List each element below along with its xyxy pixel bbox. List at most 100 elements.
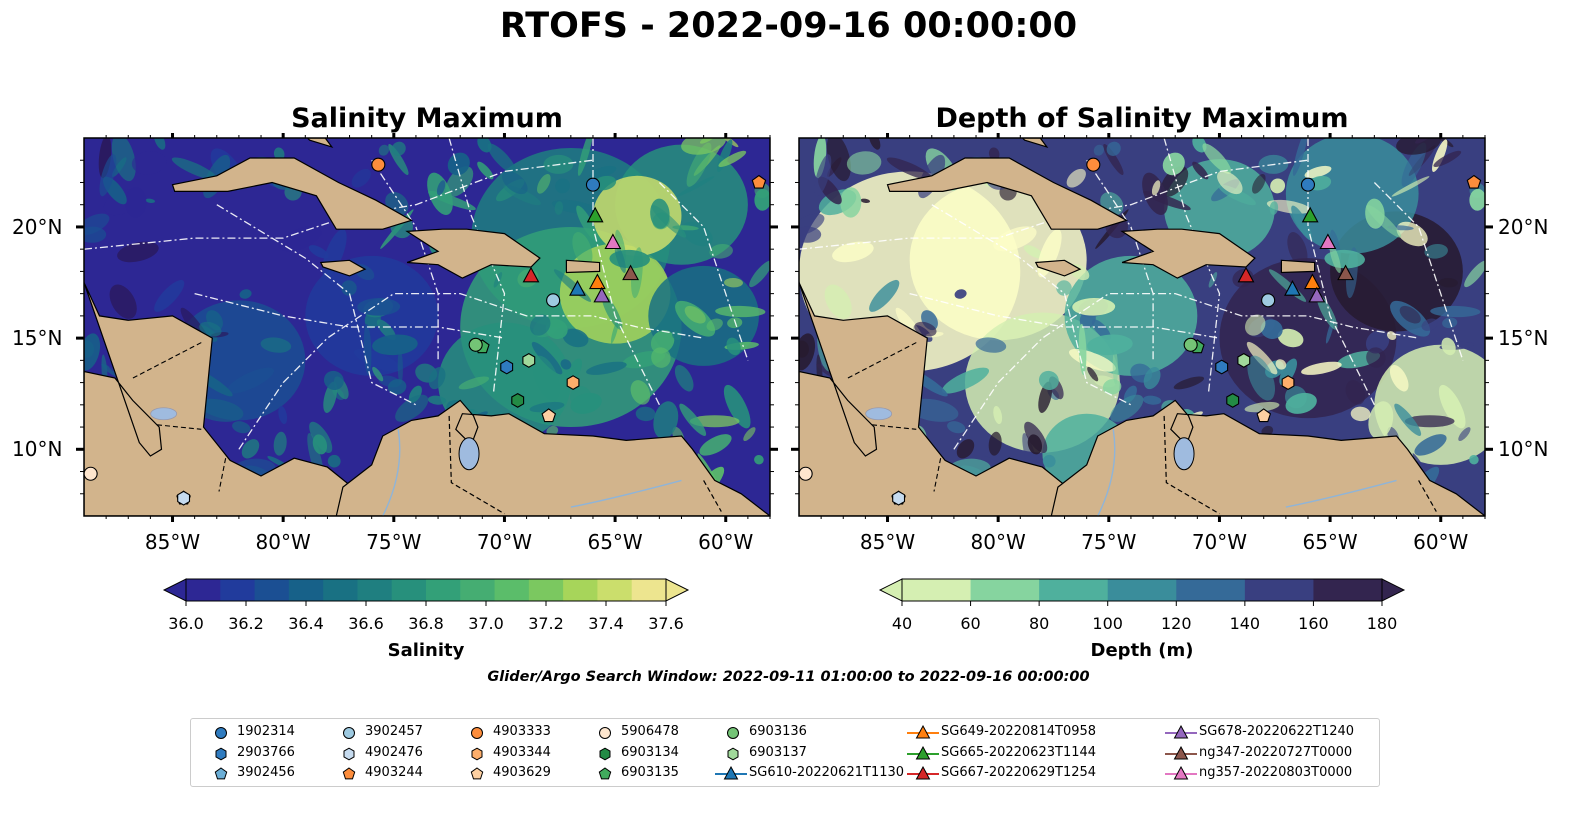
colorbar-bin <box>563 579 598 601</box>
pentagon-marker-icon <box>470 767 484 780</box>
lon-tick-label: 75°W <box>366 530 422 554</box>
colorbar-bin <box>1039 579 1109 601</box>
obs-marker-SG665-20220623T1144 <box>1301 206 1319 223</box>
depth-colorbar-label: Depth (m) <box>1090 640 1194 661</box>
legend-label: 3902456 <box>237 765 295 780</box>
legend-label: 4903344 <box>493 744 551 760</box>
hexagon-marker-icon <box>727 747 739 760</box>
lon-tick-label: 85°W <box>859 530 916 554</box>
colorbar-bin <box>391 579 427 601</box>
legend-label: 4903333 <box>493 724 551 739</box>
triangle-marker-icon <box>907 745 939 759</box>
obs-marker-6903137 <box>522 352 536 368</box>
colorbar-bin <box>220 579 256 601</box>
salinity-maximum-map <box>76 133 778 522</box>
colorbar-bin <box>1313 579 1383 601</box>
colorbar-bin <box>288 579 324 601</box>
legend-label: 1902314 <box>237 724 295 739</box>
hexagon-marker-icon <box>343 747 355 760</box>
colorbar-bin <box>323 579 358 601</box>
legend-label: 6903137 <box>749 744 807 760</box>
lat-tick-label-right: 20°N <box>1498 214 1549 239</box>
lon-tick-label: 70°W <box>476 530 533 554</box>
legend-label: 4903244 <box>365 765 423 780</box>
obs-marker-SG610-20220621T1130 <box>569 280 586 296</box>
obs-marker-4903244 <box>751 174 767 189</box>
colorbar-tick-label: 36.2 <box>228 614 264 633</box>
colorbar-bin <box>1176 579 1246 601</box>
obs-marker-6903134 <box>1226 392 1240 408</box>
obs-marker-SG665-20220623T1144 <box>586 206 604 223</box>
colorbar-bin <box>597 579 633 601</box>
legend-label: 6903134 <box>621 744 679 760</box>
colorbar-tick-label: 40 <box>891 614 913 633</box>
colorbar-bin <box>357 579 393 601</box>
obs-marker-4903333 <box>1086 157 1101 172</box>
colorbar-bin <box>494 579 530 601</box>
legend-label: 6903136 <box>749 724 807 739</box>
colorbar-tick-label: 36.6 <box>348 614 384 633</box>
obs-marker-3902457 <box>1261 293 1276 308</box>
lon-tick-label: 60°W <box>1413 530 1469 554</box>
colorbar-tick-label: 180 <box>1366 614 1398 633</box>
obs-marker-4902476 <box>177 490 191 506</box>
obs-marker-ng347-20220727T0000 <box>622 264 640 281</box>
legend-label: ng347-20220727T0000 <box>1199 744 1353 760</box>
colorbar-tick-label: 160 <box>1298 614 1329 633</box>
legend-label: SG610-20220621T1130 <box>749 765 905 780</box>
obs-marker-ng347-20220727T0000 <box>1337 264 1355 281</box>
obs-marker-4903344 <box>566 375 580 391</box>
pentagon-marker-icon <box>342 767 356 780</box>
colorbar-tick-label: 100 <box>1092 614 1123 633</box>
obs-marker-4902476 <box>892 490 906 506</box>
colorbar-tick-label: 37.0 <box>468 614 504 633</box>
legend-label: 5906478 <box>621 724 679 739</box>
circle-marker-icon <box>215 727 227 739</box>
hexagon-marker-icon <box>215 747 227 760</box>
circle-marker-icon <box>599 727 611 739</box>
colorbar-bin <box>902 579 972 601</box>
legend-label: 6903135 <box>621 765 679 780</box>
colorbar-bin <box>1107 579 1177 601</box>
lon-tick-label: 80°W <box>970 530 1026 554</box>
colorbar-tick-label: 37.6 <box>648 614 684 633</box>
observation-legend: 1902314 2903766 3902456 3902457 4902476 49032… <box>190 718 1380 787</box>
hexagon-marker-icon <box>471 747 483 760</box>
colorbar-bin <box>426 579 461 601</box>
triangle-marker-icon <box>715 766 747 780</box>
pentagon-marker-icon <box>598 767 612 780</box>
lon-tick-label: 65°W <box>1302 530 1358 554</box>
colorbar-tick-label: 80 <box>1028 614 1050 633</box>
obs-marker-1902314 <box>585 177 601 192</box>
obs-marker-2903766 <box>500 359 514 375</box>
obs-marker-SG649-20220814T0958 <box>588 273 606 290</box>
circle-marker-icon <box>343 727 355 739</box>
hexagon-marker-icon <box>599 747 611 760</box>
obs-marker-3902457 <box>546 293 561 308</box>
obs-marker-4903333 <box>371 157 386 172</box>
lon-tick-label: 60°W <box>698 530 754 554</box>
colorbar-tick-label: 37.4 <box>588 614 624 633</box>
colorbar-tick-label: 37.2 <box>528 614 564 633</box>
obs-marker-4903244 <box>1466 174 1482 189</box>
colorbar-tick-label: 36.8 <box>408 614 444 633</box>
colorbar-tick-label: 36.4 <box>288 614 324 633</box>
colorbar-tick-label: 120 <box>1161 614 1192 633</box>
search-window-text: Glider/Argo Search Window: 2022-09-11 01… <box>487 669 1090 685</box>
legend-label: ng357-20220803T0000 <box>1199 765 1353 780</box>
salinity-colorbar-label: Salinity <box>387 640 465 661</box>
pentagon-marker-icon <box>214 767 228 780</box>
obs-marker-SG667-20220629T1254 <box>522 266 540 283</box>
legend-label: SG649-20220814T0958 <box>941 724 1097 739</box>
colorbar-bin <box>970 579 1040 601</box>
colorbar-tick-label: 36.0 <box>168 614 204 633</box>
obs-marker-ng357-20220803T0000 <box>1319 233 1337 250</box>
obs-marker-SG649-20220814T0958 <box>1303 273 1321 290</box>
obs-marker-SG678-20220622T1240 <box>593 286 611 303</box>
obs-marker-SG667-20220629T1254 <box>1237 266 1255 283</box>
obs-marker-6903136 <box>468 337 483 352</box>
lat-tick-label-right: 10°N <box>1498 437 1549 462</box>
legend-label: SG667-20220629T1254 <box>941 765 1097 780</box>
triangle-marker-icon <box>1165 725 1197 739</box>
obs-marker-6903137 <box>1237 352 1251 368</box>
